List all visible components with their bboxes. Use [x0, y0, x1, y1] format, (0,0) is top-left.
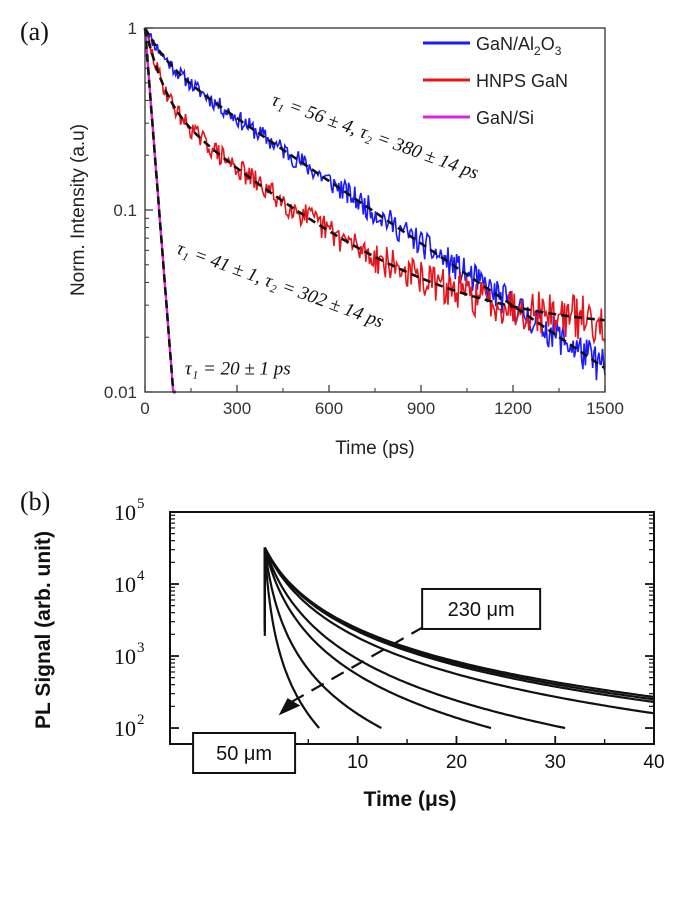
x-tick-label: 10	[347, 752, 368, 773]
y-tick-label: 0.01	[104, 383, 137, 402]
panel-a-annotations: τ₁ = 56 ± 4, τ₂ = 380 ± 14 ps τ₁ = 41 ± 1…	[174, 89, 482, 379]
x-tick-label: 1500	[586, 399, 624, 418]
label-box-0	[421, 587, 542, 630]
panel-a-plot	[143, 27, 606, 394]
y-tick-label: 0.1	[113, 201, 137, 220]
y-tick-exponent: 3	[137, 640, 145, 656]
fit-line-2	[143, 27, 176, 394]
panel-b-xlabel: Time (μs)	[364, 788, 457, 811]
panel-a: (a) 0 300 600 900 1200 1500 0.01 0.1 1 Time (ps)…	[20, 17, 624, 459]
fit-annotation-2: τ₁ = 20 ± 1 ps	[185, 358, 291, 379]
legend-label-hnps-gan: HNPS GaN	[476, 71, 568, 91]
fit-annotation-0: τ₁ = 56 ± 4, τ₂ = 380 ± 14 ps	[269, 89, 481, 183]
x-tick-label: 40	[643, 752, 664, 773]
panel-b-annotations: 230 μm 50 μm	[192, 587, 542, 774]
panel-b-plot	[263, 547, 655, 730]
x-tick-label: 0	[140, 399, 149, 418]
panel-b-frame	[169, 511, 655, 745]
y-tick-exponent: 2	[137, 712, 145, 728]
legend-label-gan-si: GaN/Si	[476, 108, 534, 128]
x-tick-label: 30	[545, 752, 566, 773]
legend-label-gan-al2o3: GaN/Al2O3	[476, 34, 562, 58]
y-tick-label: 10	[114, 644, 136, 669]
decay-curve-2	[263, 547, 492, 730]
x-tick-label: 1200	[494, 399, 532, 418]
fit-line-1	[143, 27, 606, 322]
panel-b-ylabel: PL Signal (arb. unit)	[32, 531, 55, 729]
x-tick-label: 600	[315, 399, 343, 418]
panel-b-label: (b)	[20, 487, 50, 516]
decay-curve-4	[263, 547, 655, 715]
y-tick-label: 10	[114, 716, 136, 741]
panel-a-xlabel: Time (ps)	[335, 438, 415, 459]
x-tick-label: 20	[446, 752, 467, 773]
y-tick-exponent: 5	[137, 496, 145, 512]
y-tick-exponent: 4	[137, 568, 145, 584]
panel-a-ylabel: Norm. Intensity (a.u)	[68, 124, 89, 296]
y-tick-label: 10	[114, 572, 136, 597]
panel-a-label: (a)	[20, 17, 49, 46]
x-tick-label: 300	[223, 399, 251, 418]
decay-curve-0	[263, 547, 320, 729]
fit-annotation-1: τ₁ = 41 ± 1, τ₂ = 302 ± 14 ps	[174, 238, 386, 332]
panel-a-legend: GaN/Al2O3 HNPS GaN GaN/Si	[423, 34, 568, 128]
y-tick-label: 10	[114, 500, 136, 525]
y-tick-label: 1	[128, 19, 137, 38]
thickness-arrow-head	[278, 698, 301, 716]
panel-b: (b) 010203040102103104105 Time (μs) PL S…	[20, 487, 665, 811]
panel-a-ticks: 0 300 600 900 1200 1500 0.01 0.1 1	[104, 19, 624, 418]
panel-b-ticks: 010203040102103104105	[114, 496, 665, 773]
label-text-0: 230 μm	[448, 599, 515, 621]
decay-curve-3	[263, 547, 566, 730]
decay-curve-1	[263, 547, 382, 729]
label-box-1	[192, 731, 297, 774]
decay-curve-7	[263, 547, 655, 699]
series-line-1	[144, 27, 606, 345]
label-text-1: 50 μm	[216, 743, 272, 765]
fit-line-0	[143, 27, 606, 370]
x-tick-label: 900	[407, 399, 435, 418]
thickness-arrow-line	[290, 625, 426, 703]
